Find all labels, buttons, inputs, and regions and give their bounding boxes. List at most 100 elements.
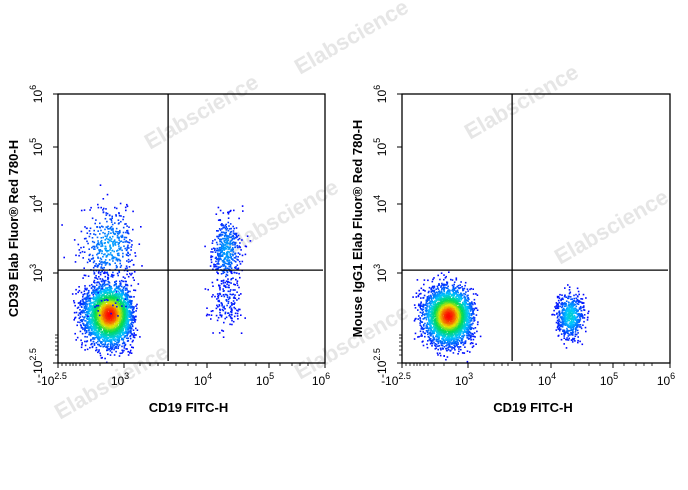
event-dot (124, 322, 126, 324)
event-dot (109, 236, 111, 239)
event-dot (118, 304, 120, 306)
event-dot (219, 219, 221, 221)
event-dot (220, 241, 223, 244)
event-dot (107, 253, 109, 256)
event-dot (125, 315, 127, 317)
event-dot (226, 260, 229, 262)
event-dot (98, 285, 101, 288)
event-dot (228, 259, 231, 262)
event-dot (119, 280, 121, 283)
event-dot (125, 296, 127, 299)
tick-base: 10 (111, 374, 125, 388)
event-dot (98, 317, 101, 319)
event-dot (96, 299, 98, 301)
event-dot (88, 331, 91, 334)
event-dot (234, 312, 237, 315)
event-dot (88, 235, 91, 238)
event-dot (112, 231, 115, 233)
event-dot (230, 256, 232, 258)
event-dot (124, 277, 126, 279)
event-dot (102, 338, 104, 341)
event-dot (121, 311, 123, 314)
event-dot (117, 320, 120, 323)
event-dot (97, 324, 100, 327)
event-dot (109, 305, 111, 308)
event-dot (230, 310, 233, 312)
event-dot (133, 279, 135, 281)
event-dot (238, 294, 240, 296)
event-dot (135, 315, 137, 318)
event-dot (129, 301, 132, 304)
event-dot (101, 245, 104, 247)
event-dot (99, 289, 102, 291)
event-dot (236, 264, 239, 266)
event-dot (120, 320, 122, 322)
event-dot (437, 329, 439, 332)
event-dot (104, 319, 106, 321)
event-dot (132, 263, 135, 266)
event-dot (234, 289, 236, 291)
event-dot (111, 294, 114, 297)
event-dot (127, 320, 130, 323)
event-dot (105, 237, 108, 240)
event-dot (99, 321, 102, 323)
event-dot (249, 240, 252, 242)
event-dot (114, 310, 117, 312)
event-dot (111, 217, 113, 219)
event-dot (113, 240, 115, 242)
event-dot (105, 214, 108, 216)
event-dot (227, 298, 230, 300)
event-dot (126, 348, 128, 350)
event-dot (215, 307, 218, 310)
event-dot (226, 296, 229, 299)
event-dot (133, 336, 136, 339)
event-dot (130, 323, 133, 326)
event-dot (440, 348, 442, 351)
event-dot (78, 286, 80, 288)
event-dot (210, 261, 213, 264)
event-dot (222, 263, 224, 266)
event-dot (216, 249, 218, 252)
event-dot (99, 222, 101, 225)
event-dot (222, 272, 225, 274)
event-dot (217, 258, 220, 260)
event-dot (118, 339, 121, 342)
event-dot (450, 346, 452, 348)
event-dot (230, 239, 233, 242)
event-dot (99, 260, 101, 263)
event-dot (80, 246, 82, 249)
event-dot (79, 301, 81, 304)
event-dot (229, 243, 232, 245)
event-dot (128, 326, 131, 329)
event-dot (114, 241, 117, 243)
event-dot (424, 335, 426, 338)
event-dot (233, 209, 235, 212)
event-dot (216, 271, 218, 273)
event-dot (89, 233, 92, 235)
event-dot (84, 316, 86, 318)
event-dot (120, 246, 122, 249)
event-dot (469, 321, 471, 323)
event-dot (108, 240, 111, 242)
event-dot (124, 331, 127, 333)
event-dot (83, 298, 85, 300)
event-dot (221, 260, 224, 262)
tick-exponent: 6 (325, 371, 330, 381)
event-dot (95, 284, 98, 286)
event-dot (133, 334, 136, 336)
event-dot (98, 276, 100, 278)
event-dot (112, 244, 115, 246)
event-dot (126, 246, 129, 248)
event-dot (226, 235, 228, 238)
event-dot (118, 239, 120, 241)
event-dot (229, 293, 232, 296)
event-dot (231, 314, 233, 316)
event-dot (82, 328, 84, 331)
event-dot (73, 311, 76, 314)
event-dot (126, 232, 129, 234)
event-dot (227, 250, 229, 253)
event-dot (107, 283, 109, 286)
event-dot (116, 252, 119, 255)
event-dot (101, 312, 104, 315)
